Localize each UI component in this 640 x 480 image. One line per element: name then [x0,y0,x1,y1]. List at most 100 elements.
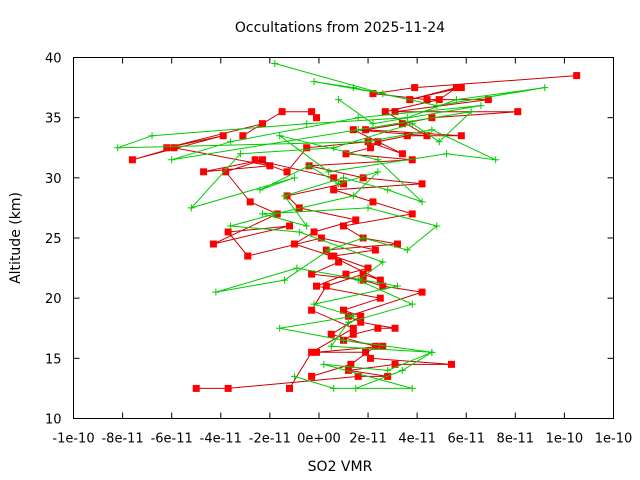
data-point [340,174,347,182]
data-point [256,186,264,194]
data-point [290,372,298,380]
data-point [362,348,370,356]
data-point [391,108,399,116]
data-point [457,84,465,92]
series-0 [192,72,581,392]
data-point [308,348,316,356]
data-point [212,288,220,296]
data-point [391,360,399,368]
data-point [376,276,384,284]
data-point [340,336,347,344]
data-point [349,192,357,200]
data-point [286,384,293,392]
data-point [349,330,357,338]
data-point [362,126,370,134]
data-point [222,168,230,176]
data-point [374,324,382,332]
data-point [114,144,122,152]
data-point [259,210,266,218]
data-point [403,246,411,254]
data-point [325,168,333,176]
data-point [354,372,362,380]
data-point [452,96,460,104]
x-tick-label: -8e-11 [101,432,143,447]
data-point [403,132,411,140]
data-point [514,108,522,116]
data-point [286,222,293,230]
data-point [335,258,343,266]
x-tick-label: 2e-11 [349,432,387,447]
data-point [303,222,311,230]
data-point [364,264,372,272]
data-point [259,120,266,128]
data-point [276,132,284,140]
series-line [171,99,482,389]
data-point [349,84,357,92]
x-tick-label: -4e-11 [200,432,242,447]
data-point [278,108,286,116]
data-point [310,300,318,308]
data-point [227,222,235,230]
data-point [408,210,416,218]
data-point [364,204,372,212]
data-point [325,246,333,254]
x-tick-label: -2e-11 [249,432,291,447]
x-tick-label: 1e-10 [595,432,633,447]
y-tick-label: 35 [45,112,62,127]
data-point [303,144,311,152]
data-point [168,156,176,164]
data-point [357,318,365,326]
data-point [317,234,325,242]
data-point [354,276,362,284]
data-point [374,156,382,164]
y-tick-label: 40 [45,52,62,67]
x-tick-label: 0e+00 [297,432,341,447]
data-point [308,306,316,314]
data-point [359,270,367,278]
data-point [224,228,232,236]
data-point [308,108,316,116]
data-point [359,174,367,182]
data-point [340,180,347,188]
data-point [371,246,379,254]
data-point [340,306,347,314]
data-point [219,132,227,140]
data-point [227,138,235,146]
data-point [433,102,441,110]
data-point [391,324,399,332]
series-line [117,63,545,389]
data-point [398,150,406,158]
data-point [423,96,431,104]
data-point [344,318,352,326]
data-point [379,90,387,98]
x-tick-label: 4e-11 [398,432,436,447]
data-point [310,78,318,86]
data-point [433,222,441,230]
data-point [170,144,178,152]
data-point [374,168,382,176]
data-point [359,234,367,242]
data-point [163,144,171,152]
data-point [349,312,357,320]
data-point [330,384,338,392]
data-point [379,282,387,290]
data-point [246,198,254,206]
data-point [452,84,460,92]
series-line [196,75,577,389]
data-point [379,258,387,266]
data-point [224,384,232,392]
data-point [281,192,289,200]
data-point [349,324,357,332]
data-point [342,270,350,278]
data-point [408,300,416,308]
data-point [477,102,485,110]
data-point [320,360,328,368]
series-4 [168,96,485,392]
data-point [352,384,360,392]
data-point [271,60,279,68]
data-point [369,198,377,206]
data-point [290,240,298,248]
data-point [408,156,416,164]
data-point [398,120,406,128]
